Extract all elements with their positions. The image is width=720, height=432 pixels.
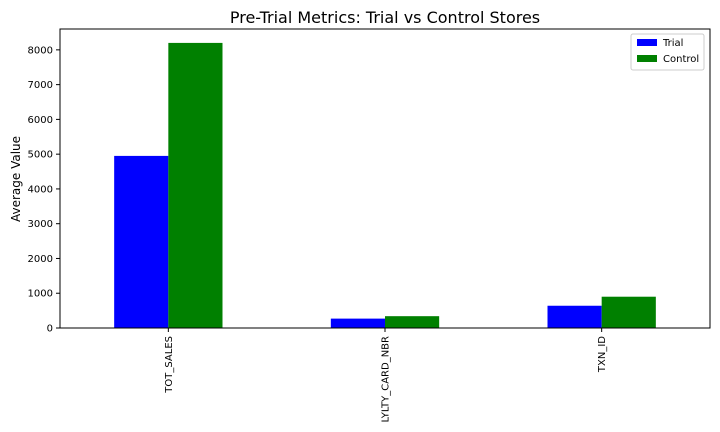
- bar-trial-lylty_card_nbr: [330, 318, 385, 328]
- bars-layer: [114, 42, 656, 328]
- y-tick-label: 2000: [28, 254, 53, 265]
- y-axis-label: Average Value: [9, 136, 23, 222]
- x-ticks: TOT_SALES LYLTY_CARD_NBR TXN_ID: [164, 328, 608, 423]
- legend-label-control: Control: [663, 54, 699, 65]
- x-tick-label: TXN_ID: [597, 336, 608, 373]
- plot-frame: [59, 28, 711, 329]
- y-tick-label: 8000: [28, 45, 53, 56]
- x-tick-label: LYLTY_CARD_NBR: [381, 336, 392, 423]
- y-tick-label: 7000: [28, 80, 53, 91]
- bar-control-lylty_card_nbr: [385, 316, 440, 328]
- legend-label-trial: Trial: [662, 38, 683, 49]
- legend-swatch-trial: [637, 39, 657, 46]
- y-tick-label: 6000: [28, 115, 53, 126]
- y-tick-label: 0: [47, 324, 53, 335]
- chart-title: Pre-Trial Metrics: Trial vs Control Stor…: [230, 8, 540, 27]
- y-ticks: 0 1000 2000 3000 4000 5000 6000 7000 8000: [28, 45, 60, 335]
- x-tick-label: TOT_SALES: [164, 336, 175, 394]
- bar-control-txn_id: [601, 296, 656, 328]
- y-tick-label: 1000: [28, 289, 53, 300]
- y-tick-label: 4000: [28, 184, 53, 195]
- legend: Trial Control: [630, 33, 705, 71]
- bar-trial-tot_sales: [114, 155, 169, 328]
- y-tick-label: 5000: [28, 150, 53, 161]
- bar-trial-txn_id: [547, 305, 602, 328]
- legend-swatch-control: [637, 55, 657, 62]
- y-tick-label: 3000: [28, 219, 53, 230]
- bar-control-tot_sales: [168, 42, 223, 328]
